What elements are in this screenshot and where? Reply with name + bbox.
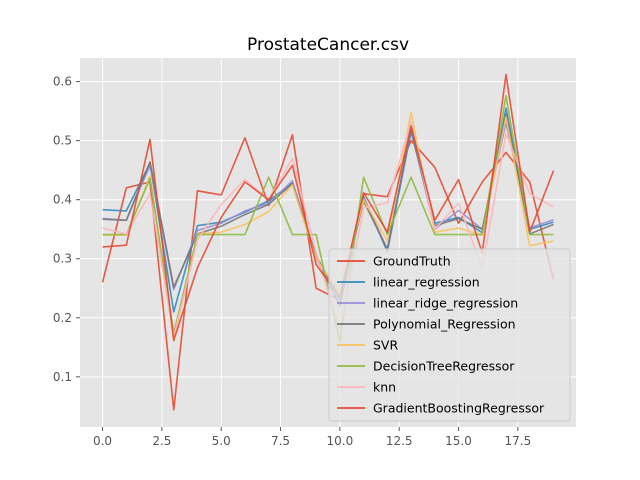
legend-label: DecisionTreeRegressor	[373, 359, 515, 374]
y-tick-label: 0.6	[53, 75, 72, 89]
legend: GroundTruth linear_regression linear_ridge…	[328, 248, 571, 422]
y-tick-label: 0.1	[53, 370, 72, 384]
x-tick-label: 12.5	[386, 434, 413, 448]
legend-label: GradientBoostingRegressor	[373, 401, 545, 416]
y-tick-label: 0.2	[53, 311, 72, 325]
y-tick-label: 0.3	[53, 252, 72, 266]
chart-title: ProstateCancer.csv	[247, 35, 409, 55]
x-tick-label: 0.0	[93, 434, 112, 448]
legend-label: linear_ridge_regression	[373, 296, 518, 311]
legend-box	[328, 248, 571, 422]
y-tick-label: 0.5	[53, 134, 72, 148]
axis-ticks: 0.0 2.5 5.0 7.5 10.0 12.5 15.0 17.5 0.1 0.2 0.3 0.4…	[53, 75, 531, 448]
legend-label: SVR	[373, 338, 398, 353]
legend-label: GroundTruth	[373, 254, 451, 269]
y-tick-label: 0.4	[53, 193, 72, 207]
x-tick-label: 15.0	[445, 434, 472, 448]
x-tick-label: 5.0	[212, 434, 231, 448]
legend-label: linear_regression	[373, 275, 480, 290]
series-line-7	[102, 73, 555, 342]
x-tick-label: 7.5	[271, 434, 290, 448]
x-tick-label: 2.5	[152, 434, 171, 448]
series-line-5	[102, 94, 554, 343]
series-line-0	[101, 133, 555, 411]
legend-label: knn	[373, 380, 396, 395]
legend-label: Polynomial_Regression	[373, 317, 516, 332]
x-tick-label: 10.0	[327, 434, 354, 448]
series-lines	[101, 73, 555, 411]
x-tick-label: 17.5	[504, 434, 531, 448]
